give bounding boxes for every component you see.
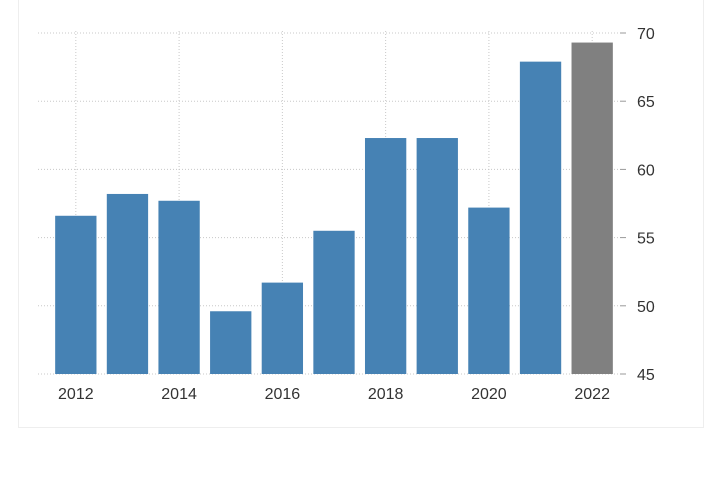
bar-2017[interactable] <box>313 231 354 374</box>
x-tick-label: 2016 <box>265 386 301 403</box>
y-tick-label: 70 <box>637 26 655 43</box>
bar-2014[interactable] <box>158 201 199 374</box>
x-tick-label: 2020 <box>471 386 507 403</box>
y-tick-label: 45 <box>637 367 655 384</box>
y-tick-label: 65 <box>637 94 655 111</box>
bar-layer <box>55 43 613 374</box>
x-tick-label: 2014 <box>161 386 197 403</box>
bar-2015[interactable] <box>210 311 251 374</box>
bar-2018[interactable] <box>365 138 406 374</box>
x-tick-label: 2012 <box>58 386 94 403</box>
bar-2012[interactable] <box>55 216 96 374</box>
bar-2016[interactable] <box>262 283 303 374</box>
x-tick-label: 2022 <box>574 386 610 403</box>
x-axis: 2012 2014 2016 2018 2020 2022 <box>58 386 610 403</box>
bar-2013[interactable] <box>107 194 148 374</box>
bar-2019[interactable] <box>417 138 458 374</box>
bar-2022[interactable] <box>572 43 613 374</box>
y-tick-label: 55 <box>637 231 655 248</box>
y-tick-label: 60 <box>637 162 655 179</box>
y-tick-label: 50 <box>637 299 655 316</box>
bar-2020[interactable] <box>468 208 509 374</box>
x-tick-label: 2018 <box>368 386 404 403</box>
bar-2021[interactable] <box>520 62 561 374</box>
y-axis: 45 50 55 60 65 70 <box>620 26 655 384</box>
